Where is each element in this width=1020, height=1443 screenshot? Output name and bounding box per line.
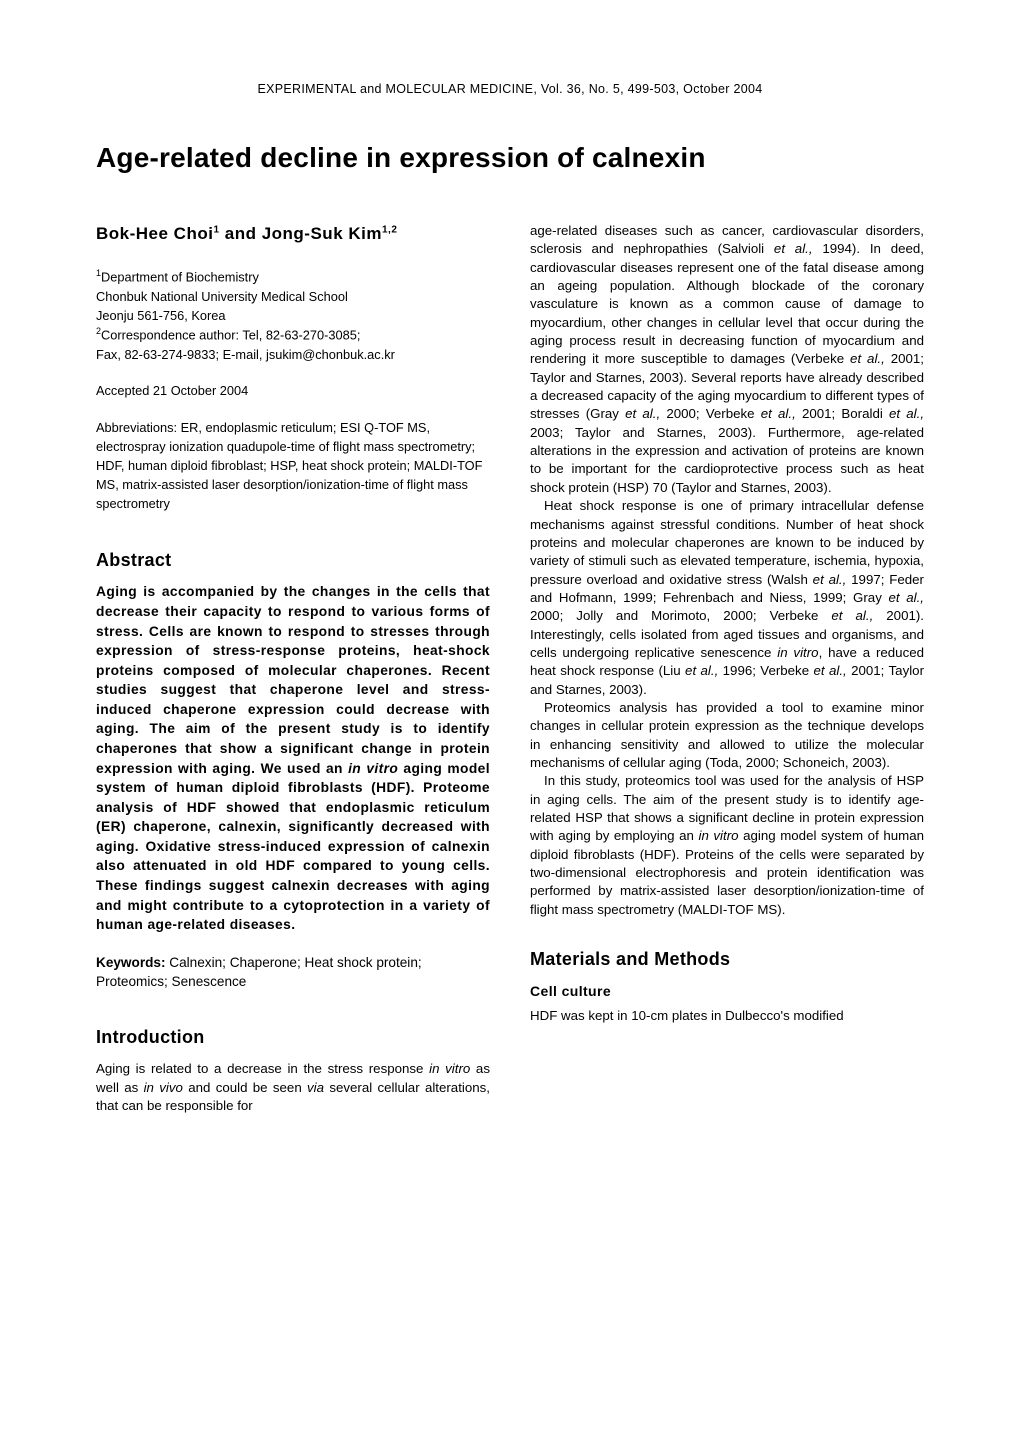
accepted-date: Accepted 21 October 2004 <box>96 382 490 400</box>
body-paragraph-1: age-related diseases such as cancer, car… <box>530 222 924 497</box>
running-head: EXPERIMENTAL and MOLECULAR MEDICINE, Vol… <box>96 82 924 96</box>
body-paragraph-4: In this study, proteomics tool was used … <box>530 772 924 919</box>
two-column-layout: Bok-Hee Choi1 and Jong-Suk Kim1,2 1Depar… <box>96 222 924 1115</box>
abstract-heading: Abstract <box>96 548 490 573</box>
body-paragraph-3: Proteomics analysis has provided a tool … <box>530 699 924 772</box>
authors: Bok-Hee Choi1 and Jong-Suk Kim1,2 <box>96 222 490 245</box>
cell-culture-subheading: Cell culture <box>530 982 924 1001</box>
keywords-label: Keywords: <box>96 955 166 970</box>
materials-methods-paragraph: HDF was kept in 10-cm plates in Dulbecco… <box>530 1007 924 1025</box>
keywords: Keywords: Calnexin; Chaperone; Heat shoc… <box>96 953 490 992</box>
page: EXPERIMENTAL and MOLECULAR MEDICINE, Vol… <box>0 0 1020 1443</box>
introduction-heading: Introduction <box>96 1025 490 1050</box>
affiliations: 1Department of BiochemistryChonbuk Natio… <box>96 267 490 363</box>
body-paragraph-2: Heat shock response is one of primary in… <box>530 497 924 699</box>
article-title: Age-related decline in expression of cal… <box>96 142 924 174</box>
column-left: Bok-Hee Choi1 and Jong-Suk Kim1,2 1Depar… <box>96 222 490 1115</box>
column-right: age-related diseases such as cancer, car… <box>530 222 924 1115</box>
abbreviations: Abbreviations: ER, endoplasmic reticulum… <box>96 418 490 514</box>
abstract-body: Aging is accompanied by the changes in t… <box>96 582 490 934</box>
materials-methods-heading: Materials and Methods <box>530 947 924 972</box>
intro-paragraph: Aging is related to a decrease in the st… <box>96 1060 490 1115</box>
